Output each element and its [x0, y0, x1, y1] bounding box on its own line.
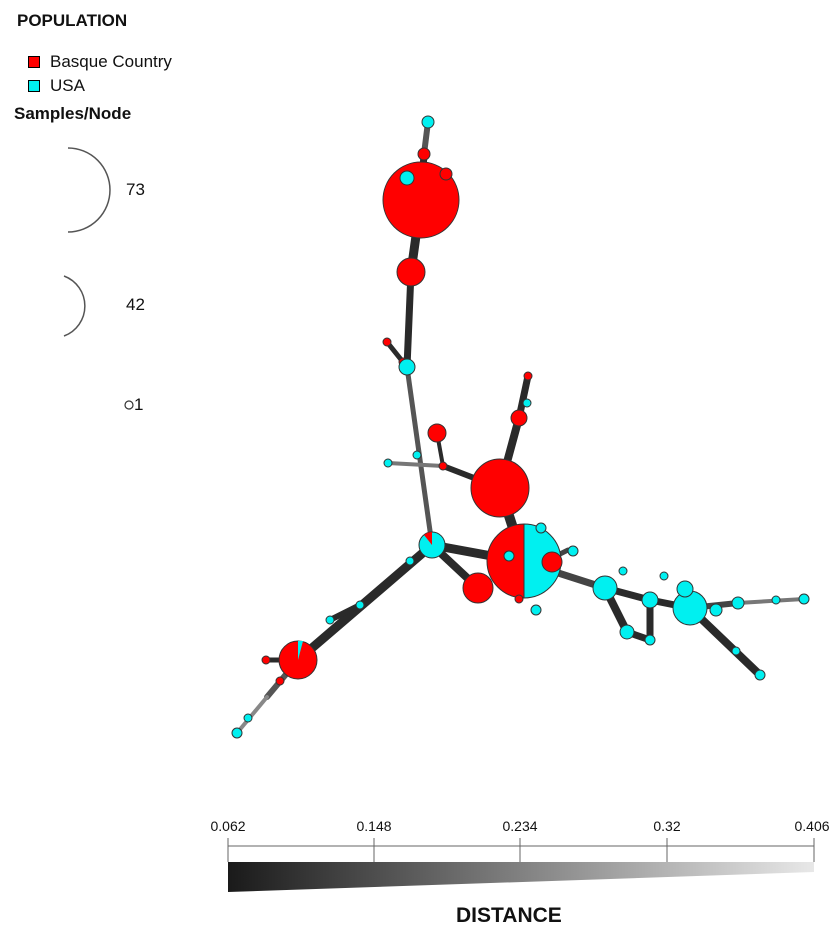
legend-label-usa: USA — [50, 76, 85, 95]
network-node-basque — [439, 167, 453, 181]
network-node-usa — [672, 590, 708, 626]
network-node-usa — [641, 591, 659, 609]
distance-gradient-bar — [228, 862, 814, 892]
network-node-basque — [396, 257, 426, 287]
network-node-usa — [503, 550, 515, 562]
network-node-basque — [523, 371, 533, 381]
legend-entry-basque: Basque Country — [28, 52, 172, 72]
tick-label-1: 0.148 — [356, 818, 392, 834]
network-node-usa — [592, 575, 618, 601]
network-node-basque — [261, 655, 271, 665]
network-node-usa — [709, 603, 723, 617]
tick-label-0: 0.062 — [210, 818, 246, 834]
network-node-basque — [514, 594, 524, 604]
network-node-basque — [470, 458, 530, 518]
network-node-usa — [530, 604, 542, 616]
legend-entry-usa: USA — [28, 76, 85, 96]
basque-swatch — [28, 56, 40, 68]
samples-per-node-title: Samples/Node — [14, 104, 132, 123]
network-node-basque — [462, 572, 494, 604]
network-node-basque — [438, 461, 448, 471]
usa-swatch — [28, 80, 40, 92]
network-node-usa — [405, 556, 415, 566]
size-legend-arc-73 — [67, 147, 111, 233]
network-node-usa — [798, 593, 810, 605]
distance-axis-title: DISTANCE — [456, 904, 562, 927]
population-legend-title: POPULATION — [17, 11, 128, 30]
network-node-basque — [427, 423, 447, 443]
network-node-usa — [522, 398, 532, 408]
network-node-usa — [618, 566, 628, 576]
network-node-usa — [731, 596, 745, 610]
size-legend-arc-42 — [63, 275, 86, 337]
network-node-basque — [382, 337, 392, 347]
network-node-usa — [567, 545, 579, 557]
network-node-usa — [771, 595, 781, 605]
legend-label-basque: Basque Country — [50, 52, 172, 71]
network-node-basque — [510, 409, 528, 427]
network-node-usa — [676, 580, 694, 598]
network-node-usa — [535, 522, 547, 534]
distance-axis — [227, 838, 815, 892]
network-nodes — [231, 115, 810, 739]
network-node-usa — [398, 358, 416, 376]
network-edge — [386, 461, 445, 468]
network-node-usa — [421, 115, 435, 129]
tick-label-3: 0.32 — [653, 818, 681, 834]
network-node-usa — [243, 713, 253, 723]
size-label-73: 73 — [126, 180, 145, 199]
size-legend-circle-1 — [124, 400, 134, 410]
network-node-basque-half — [486, 523, 525, 599]
network-node-usa — [231, 727, 243, 739]
network-edge — [403, 268, 415, 371]
network-edges — [235, 119, 806, 735]
network-node-usa — [619, 624, 635, 640]
network-edge — [736, 597, 806, 605]
network-node-usa — [659, 571, 669, 581]
network-node-usa — [383, 458, 393, 468]
network-node-usa — [754, 669, 766, 681]
network-node-usa — [355, 600, 365, 610]
network-node-usa — [412, 450, 422, 460]
network-edge — [235, 695, 269, 735]
network-edge — [327, 602, 363, 623]
network-node-basque — [541, 551, 563, 573]
size-label-42: 42 — [126, 295, 145, 314]
tick-label-4: 0.406 — [794, 818, 830, 834]
tick-label-2: 0.234 — [502, 818, 538, 834]
network-node-usa — [644, 634, 656, 646]
network-node-usa — [325, 615, 335, 625]
size-label-1: 1 — [134, 395, 144, 414]
network-node-usa — [399, 170, 415, 186]
network-node-basque — [417, 147, 431, 161]
network-node-basque — [275, 676, 285, 686]
network-node-usa — [731, 646, 741, 656]
